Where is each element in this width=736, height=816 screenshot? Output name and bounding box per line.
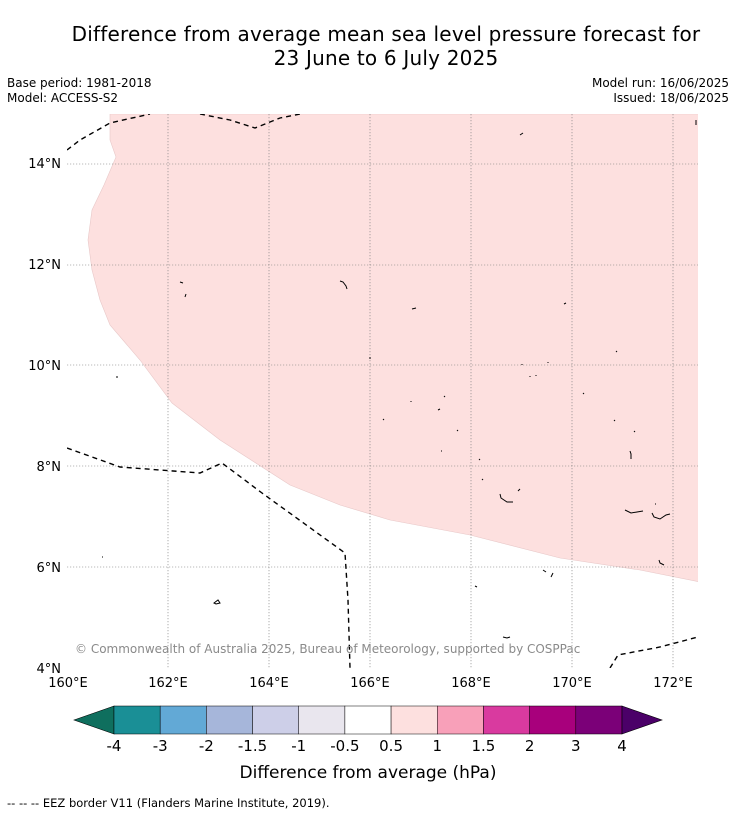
- colorbar-segment: [529, 705, 577, 735]
- colorbar-tick-label: 1: [432, 737, 442, 755]
- islands: [102, 120, 697, 639]
- meta-right: Model run: 16/06/2025 Issued: 18/06/2025: [592, 76, 729, 106]
- colorbar-tick-labels: -4 -3 -2 -1.5 -1 -0.5 0.5 1 1.5 2 3 4: [107, 737, 627, 755]
- colorbar-high-extend: [621, 705, 663, 735]
- lon-tick-160E: 160°E: [48, 676, 88, 691]
- map: 14°N 12°N 10°N 8°N 6°N 4°N 160°E 162°E 1…: [28, 114, 698, 691]
- lat-tick-14N: 14°N: [28, 157, 61, 172]
- lon-tick-168E: 168°E: [451, 676, 491, 691]
- lon-tick-162E: 162°E: [148, 676, 188, 691]
- title-line-1: Difference from average mean sea level p…: [71, 22, 701, 46]
- colorbar-tick-label: -2: [199, 737, 214, 755]
- colorbar-tick-label: -3: [153, 737, 168, 755]
- lat-tick-12N: 12°N: [28, 258, 61, 273]
- colorbar-title: Difference from average (hPa): [240, 763, 497, 783]
- colorbar-segment: [298, 705, 346, 735]
- longitude-labels: 160°E 162°E 164°E 166°E 168°E 170°E 172°…: [48, 676, 693, 691]
- meta-left: Base period: 1981-2018 Model: ACCESS-S2: [7, 76, 152, 106]
- title-line-2: 23 June to 6 July 2025: [273, 46, 499, 70]
- lat-tick-4N: 4°N: [37, 662, 62, 677]
- graticule: [67, 114, 698, 668]
- copyright-notice: © Commonwealth of Australia 2025, Bureau…: [75, 642, 580, 656]
- lon-tick-166E: 166°E: [350, 676, 390, 691]
- colorbar-segment: [206, 705, 253, 735]
- colorbar-tick-label: 2: [525, 737, 535, 755]
- colorbar-segment: [390, 705, 438, 735]
- lon-tick-164E: 164°E: [249, 676, 289, 691]
- eez-legend-text: EEZ border V11 (Flanders Marine Institut…: [42, 796, 330, 810]
- colorbar-segment: [575, 705, 623, 735]
- lon-tick-172E: 172°E: [653, 676, 693, 691]
- model-run: Model run: 16/06/2025: [591, 76, 729, 90]
- colorbar-segment: [252, 705, 299, 735]
- colorbar-tick-label: 0.5: [379, 737, 403, 755]
- colorbar-segment: [483, 705, 530, 735]
- issued-date: Issued: 18/06/2025: [613, 91, 729, 105]
- eez-borders: [67, 114, 698, 668]
- model-name: Model: ACCESS-S2: [7, 91, 119, 105]
- colorbar-tick-label: -0.5: [330, 737, 359, 755]
- colorbar-tick-label: 4: [617, 737, 627, 755]
- lat-tick-8N: 8°N: [37, 460, 62, 475]
- colorbar-segment: [159, 705, 207, 735]
- colorbar-tick-label: -1: [291, 737, 306, 755]
- latitude-labels: 14°N 12°N 10°N 8°N 6°N 4°N: [28, 157, 61, 677]
- colorbar-segment: [344, 705, 392, 735]
- lat-tick-10N: 10°N: [28, 359, 61, 374]
- chart-title: Difference from average mean sea level p…: [0, 22, 736, 70]
- colorbar-segments: [113, 705, 623, 735]
- colorbar-tick-label: 3: [571, 737, 581, 755]
- colorbar-tick-label: -1.5: [238, 737, 267, 755]
- colorbar-tick-label: -4: [107, 737, 122, 755]
- colorbar-segment: [437, 705, 484, 735]
- lat-tick-6N: 6°N: [37, 561, 62, 576]
- colorbar: -4 -3 -2 -1.5 -1 -0.5 0.5 1 1.5 2 3 4 Difference fr…: [73, 705, 663, 783]
- eez-legend: -- -- -- EEZ border V11 (Flanders Marine…: [7, 796, 330, 810]
- eez-legend-symbol: -- -- --: [7, 796, 40, 810]
- base-period: Base period: 1981-2018: [7, 76, 152, 90]
- lon-tick-170E: 170°E: [552, 676, 592, 691]
- colorbar-segment: [113, 705, 161, 735]
- colorbar-low-extend: [73, 705, 115, 735]
- positive-anomaly-region: [87, 114, 698, 582]
- colorbar-tick-label: 1.5: [472, 737, 496, 755]
